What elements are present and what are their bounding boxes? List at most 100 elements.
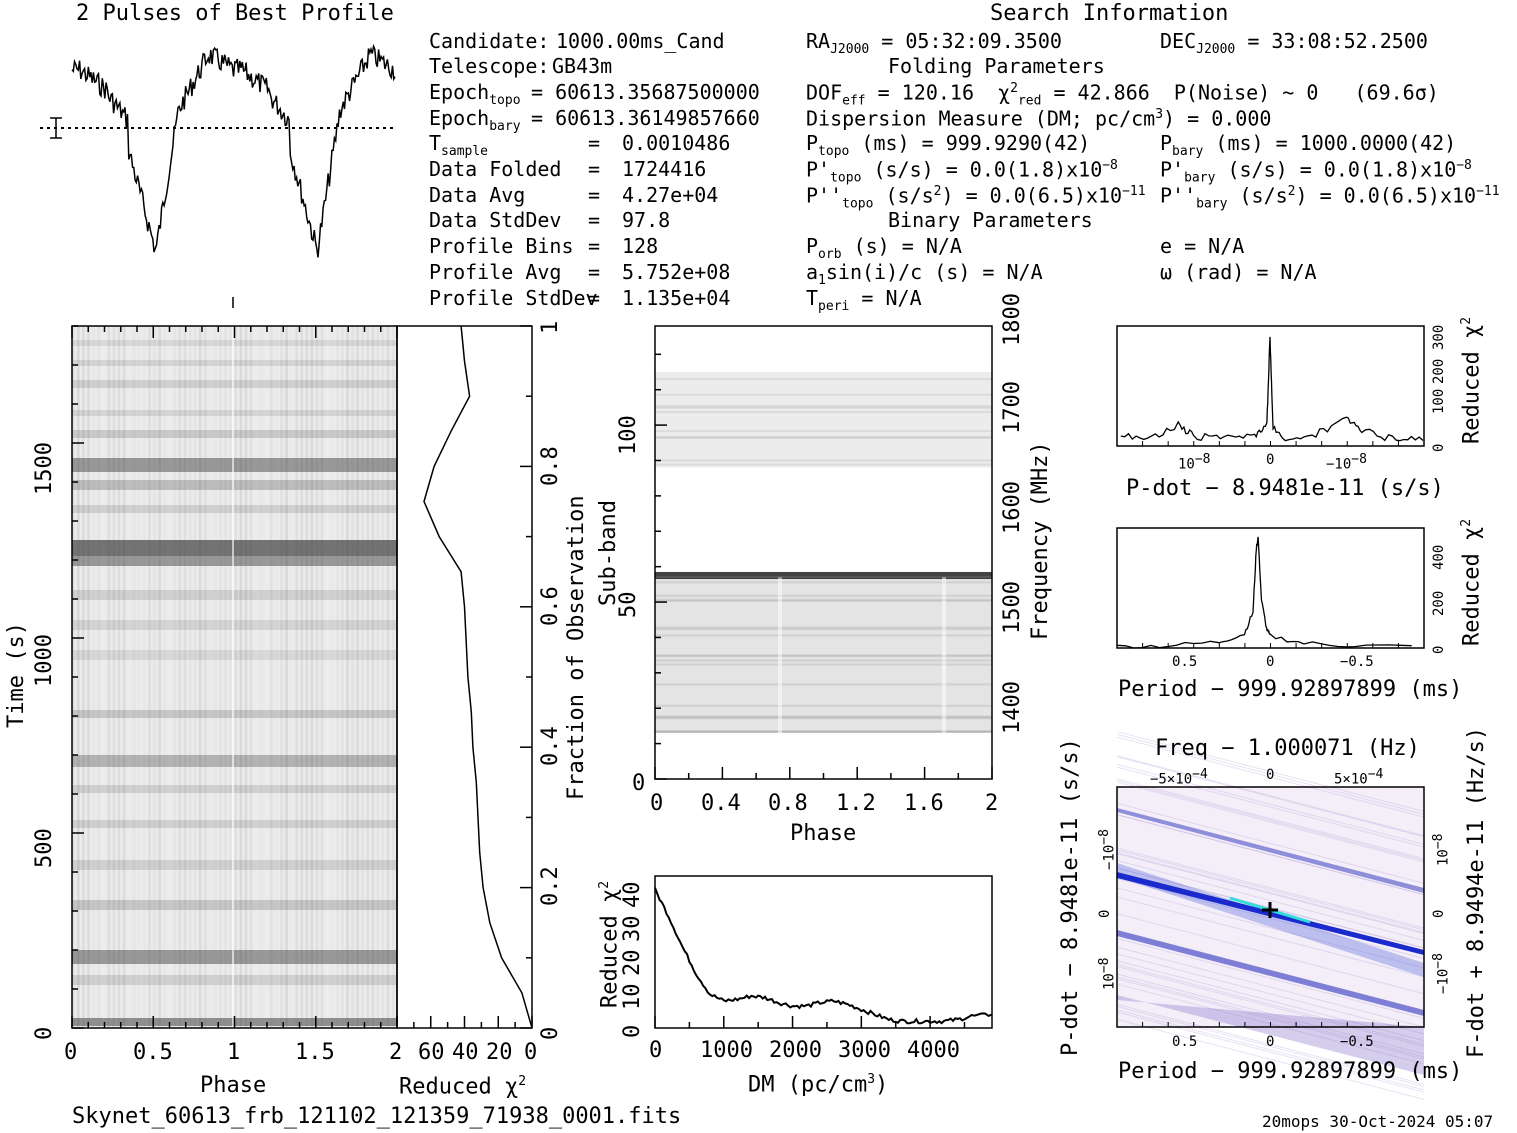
pdtopo-value: (s/s) = 0.0(1.8)x10 (873, 157, 1103, 182)
heatmap-band (72, 860, 397, 870)
sb-tick: 0 (632, 771, 646, 796)
heatmap-stripe (264, 326, 268, 1028)
heatmap-stripe (163, 326, 166, 1028)
pp-streak (1116, 766, 1425, 848)
pdot-x-tick-0: 0 (1266, 452, 1275, 468)
pp-streak (1116, 1018, 1425, 1100)
heatmap-stripe (310, 326, 314, 1028)
freq-tick-text: −5×10 (1150, 771, 1193, 788)
pdot-y-tick: 100 (1431, 388, 1447, 414)
freq-x-tick: −5×10−4 (1150, 767, 1208, 788)
heatmap-stripe (168, 326, 171, 1028)
heatmap-stripe (371, 326, 375, 1028)
profile-plot (40, 43, 396, 308)
pp-streak (1116, 847, 1425, 929)
info-key: Candidate: (429, 29, 550, 53)
subband-block (655, 410, 992, 414)
subband-block (655, 571, 992, 580)
heatmap-stripe (325, 326, 329, 1028)
freq-tick: 1500 (1000, 581, 1025, 634)
pp-streak (1116, 779, 1425, 861)
heatmap-band (72, 410, 397, 416)
a1-value: sin(i)/c (s) = N/A (825, 260, 1043, 284)
info-val: 97.8 (622, 208, 671, 232)
pp-right-tick: −10−8 (1431, 953, 1452, 994)
heatmap-stripe (356, 326, 359, 1028)
subband-block (655, 730, 992, 733)
heatmap-stripe (127, 326, 131, 1028)
info-val: GB43m (552, 54, 613, 78)
freq-axis-label: Freq − 1.000071 (Hz) (1155, 736, 1420, 761)
pp-streak (1116, 814, 1425, 896)
info-key: Data StdDev (429, 208, 562, 232)
subband-block (655, 730, 992, 733)
heatmap-stripe (143, 326, 146, 1028)
subband-block (655, 683, 992, 686)
pp-streak (1116, 913, 1425, 995)
subband-block (655, 393, 992, 396)
subband-block (655, 704, 992, 707)
heatmap-stripe (234, 326, 237, 1028)
dm-axis-label: DM (pc/cm3) (748, 1072, 889, 1098)
pp-period-label: Period − 999.92897899 (ms) (1118, 1059, 1463, 1084)
pp-streak (1116, 966, 1425, 1048)
pdot-y-tick: 0 (1431, 443, 1447, 452)
subband-axis-label: Sub-band (596, 500, 621, 606)
pdot-y-label: Reduced χ2 (1459, 316, 1485, 444)
phase-axis-label: Phase (200, 1073, 267, 1098)
pdot-x-tick: −10−8 (1326, 452, 1367, 473)
pp-streak (1116, 978, 1425, 1060)
freq-tick: 1400 (1000, 681, 1025, 734)
heatmap-stripe (330, 326, 334, 1028)
pp-streak (1116, 887, 1425, 969)
period-y-tick: 200 (1431, 590, 1447, 616)
dec-value: = 33:08:52.2500 (1247, 29, 1428, 53)
omega-value: ω (rad) = N/A (1160, 260, 1317, 284)
heatmap-stripe (102, 326, 105, 1028)
info-key: Profile StdDev (429, 286, 598, 310)
footer-stamp: 20mops 30-Oct-2024 05:07 (1262, 1112, 1494, 1131)
subband-block (655, 626, 992, 629)
frac-tick: 0 (538, 1026, 563, 1040)
subband-block (655, 577, 992, 733)
ptopo-value: (ms) = 999.9290(42) (861, 131, 1091, 155)
chi2-fraction-plot (396, 325, 533, 1029)
frequency-axis-label: Frequency (MHz) (1028, 441, 1053, 640)
freq-x-tick: 5×10−4 (1334, 767, 1384, 788)
dm-y-tick: 10 (620, 983, 645, 1011)
info-key: Telescope: (429, 54, 550, 78)
subband-phase-label: Phase (790, 821, 857, 846)
subband-block (655, 717, 992, 720)
pp-right-label: F-dot + 8.9494e-11 (Hz/s) (1464, 726, 1489, 1058)
info-val: 5.752e+08 (622, 260, 731, 284)
pp-right-tick: 10−8 (1431, 833, 1452, 866)
heatmap-stripe (219, 326, 222, 1028)
frac-tick: 1 (538, 320, 563, 334)
tick-label: 60 (418, 1040, 445, 1065)
info-key: Profile Avg (429, 260, 562, 284)
heatmap-stripe (178, 326, 182, 1028)
search-title: Search Information (990, 1, 1229, 26)
heatmap-band (72, 975, 397, 985)
pp-streak (1116, 852, 1425, 934)
fraction-axis-label: Fraction of Observation (564, 495, 589, 800)
info-val: 1724416 (622, 157, 707, 181)
pp-streak (1116, 976, 1425, 1058)
heatmap-band (72, 650, 397, 660)
heatmap-stripe (204, 326, 207, 1028)
pp-streak (1116, 953, 1425, 1035)
pp-streak (1116, 1003, 1425, 1085)
pp-streak (1116, 849, 1425, 931)
heatmap-stripe (366, 326, 370, 1028)
subband-heatmap (654, 325, 993, 780)
heatmap-band (72, 590, 397, 600)
heatmap-band (72, 340, 397, 346)
pp-streak (1116, 731, 1425, 813)
subband-block (655, 659, 992, 662)
porb-value: (s) = N/A (853, 234, 962, 258)
tick-label: 2 (389, 1040, 403, 1065)
heatmap-stripe (361, 326, 364, 1028)
freq-tick: 1600 (1000, 481, 1025, 534)
heatmap-stripe (97, 326, 100, 1028)
pp-streak (1116, 1006, 1425, 1087)
